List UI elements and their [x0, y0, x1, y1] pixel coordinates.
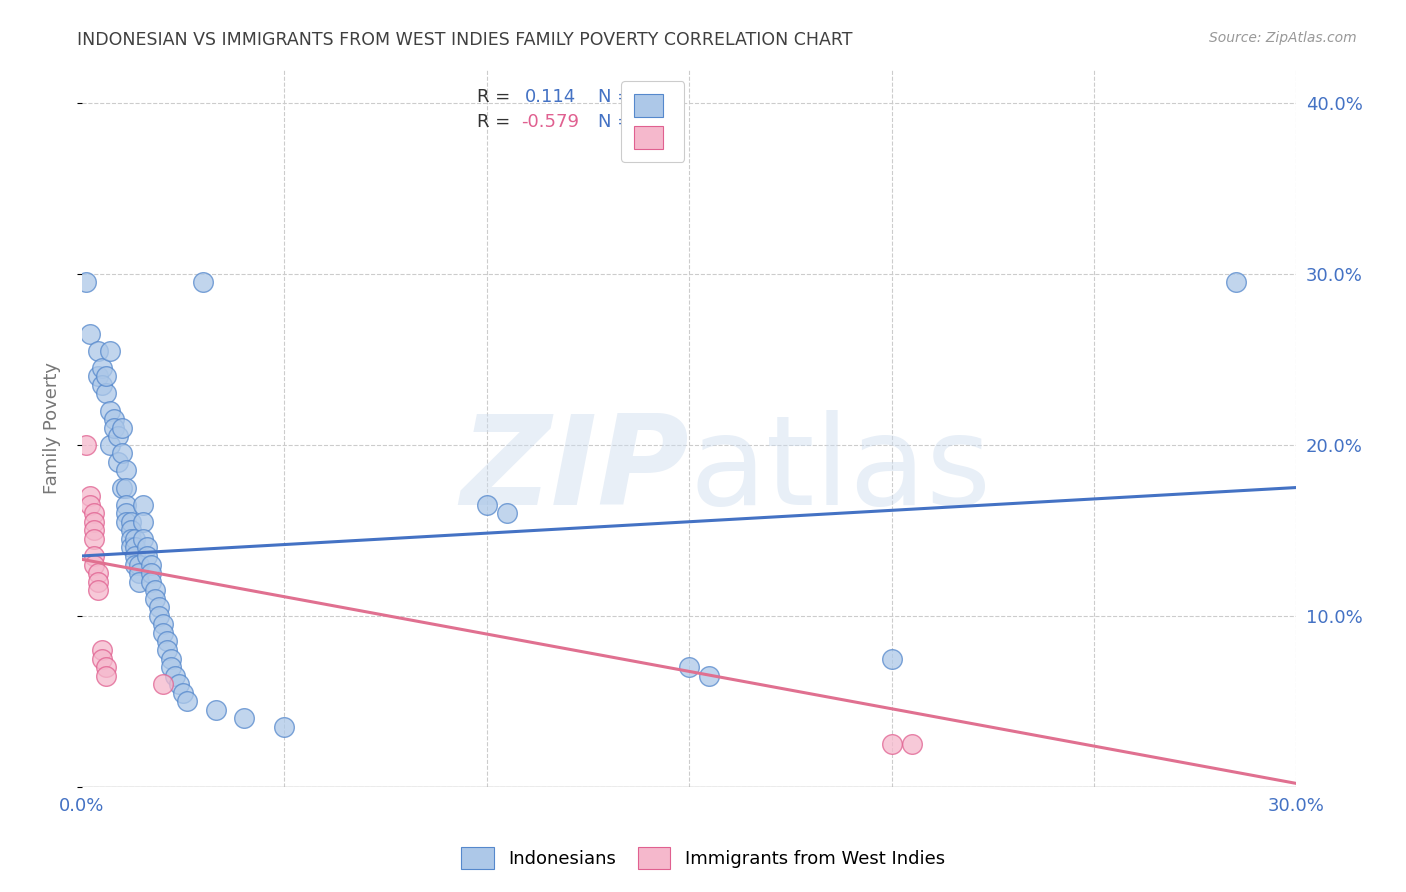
Point [98, 403, 121, 417]
Point [83, 532, 105, 546]
Point [1225, 275, 1247, 289]
Point [135, 549, 157, 563]
Point [91, 651, 114, 665]
Point [273, 720, 295, 734]
Text: R =: R = [477, 113, 510, 131]
Point [111, 420, 134, 434]
Point [87, 566, 110, 580]
Point [204, 703, 226, 717]
Point [75, 438, 97, 452]
Point [128, 558, 150, 572]
Point [128, 574, 150, 589]
Point [124, 532, 146, 546]
Point [475, 498, 498, 512]
Point [678, 660, 700, 674]
Point [96, 369, 118, 384]
Point [124, 558, 146, 572]
Text: R =: R = [477, 88, 510, 106]
Point [83, 524, 105, 538]
Point [79, 498, 101, 512]
Point [98, 343, 121, 358]
Point [160, 651, 183, 665]
Point [172, 686, 194, 700]
Text: atlas: atlas [689, 410, 991, 532]
Point [87, 574, 110, 589]
Point [193, 275, 215, 289]
Point [139, 558, 162, 572]
Point [160, 660, 183, 674]
Point [96, 660, 118, 674]
Point [880, 737, 903, 751]
Point [111, 446, 134, 460]
Point [103, 412, 125, 426]
Point [107, 429, 129, 443]
Point [111, 481, 134, 495]
Text: 0.114: 0.114 [526, 88, 576, 106]
Point [79, 326, 101, 341]
Point [115, 498, 138, 512]
Point [120, 515, 142, 529]
Point [156, 643, 179, 657]
Point [139, 566, 162, 580]
Point [96, 668, 118, 682]
Point [115, 506, 138, 520]
Point [75, 275, 97, 289]
Point [124, 549, 146, 563]
Point [91, 378, 114, 392]
Point [120, 532, 142, 546]
Point [103, 420, 125, 434]
Point [232, 711, 254, 725]
Text: ZIP: ZIP [460, 410, 689, 532]
Point [152, 617, 174, 632]
Point [143, 583, 166, 598]
Text: INDONESIAN VS IMMIGRANTS FROM WEST INDIES FAMILY POVERTY CORRELATION CHART: INDONESIAN VS IMMIGRANTS FROM WEST INDIE… [77, 31, 853, 49]
Point [152, 677, 174, 691]
Point [148, 608, 170, 623]
Point [83, 558, 105, 572]
Point [152, 626, 174, 640]
Legend: , : , [621, 81, 685, 161]
Text: N = 19: N = 19 [598, 113, 661, 131]
Point [87, 369, 110, 384]
Point [115, 463, 138, 477]
Point [131, 532, 153, 546]
Point [91, 360, 114, 375]
Point [165, 668, 187, 682]
Point [128, 566, 150, 580]
Point [880, 651, 903, 665]
Text: Source: ZipAtlas.com: Source: ZipAtlas.com [1209, 31, 1357, 45]
Point [148, 600, 170, 615]
Point [176, 694, 198, 708]
Point [115, 515, 138, 529]
Point [83, 549, 105, 563]
Point [98, 438, 121, 452]
Point [699, 668, 721, 682]
Point [107, 455, 129, 469]
Point [139, 574, 162, 589]
Point [131, 498, 153, 512]
Point [87, 583, 110, 598]
Point [115, 481, 138, 495]
Legend: Indonesians, Immigrants from West Indies: Indonesians, Immigrants from West Indies [453, 838, 953, 879]
Point [131, 515, 153, 529]
Point [167, 677, 190, 691]
Point [96, 386, 118, 401]
Point [124, 541, 146, 555]
Point [83, 515, 105, 529]
Point [135, 541, 157, 555]
Point [87, 343, 110, 358]
Point [496, 506, 519, 520]
Point [156, 634, 179, 648]
Y-axis label: Family Poverty: Family Poverty [44, 361, 60, 493]
Point [120, 541, 142, 555]
Point [83, 506, 105, 520]
Point [79, 489, 101, 503]
Text: N = 66: N = 66 [598, 88, 661, 106]
Point [120, 524, 142, 538]
Point [143, 591, 166, 606]
Point [91, 643, 114, 657]
Text: -0.579: -0.579 [522, 113, 579, 131]
Point [900, 737, 922, 751]
